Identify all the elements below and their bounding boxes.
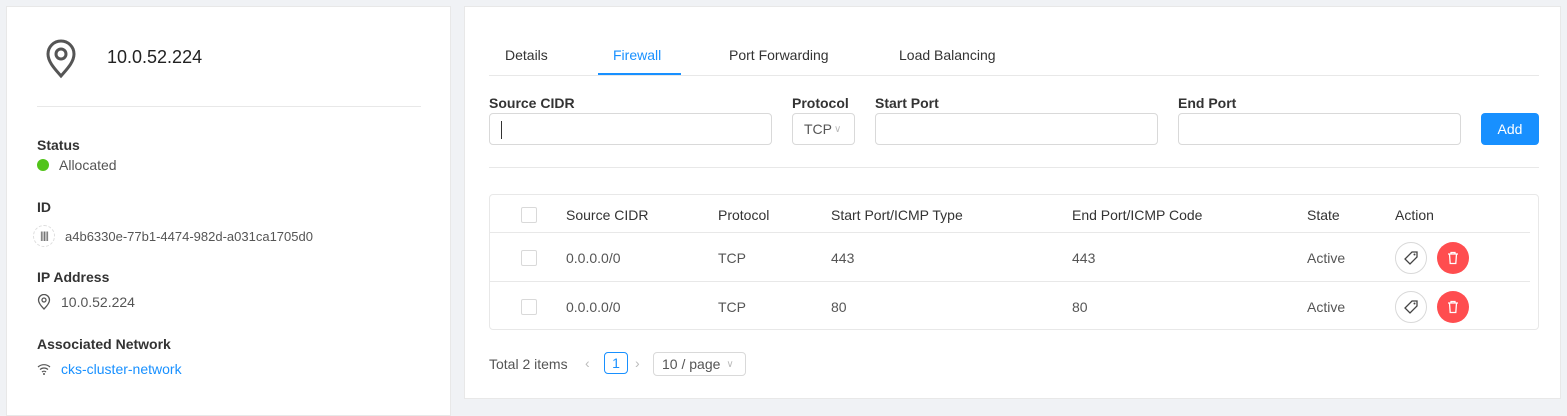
tag-icon bbox=[1404, 300, 1418, 314]
cell-start-port: 443 bbox=[831, 250, 855, 266]
end-port-input[interactable] bbox=[1178, 113, 1461, 145]
status-text: Allocated bbox=[59, 157, 117, 173]
text-cursor bbox=[501, 121, 502, 139]
row-checkbox[interactable] bbox=[521, 299, 537, 315]
trash-icon bbox=[1448, 251, 1458, 265]
protocol-label: Protocol bbox=[792, 95, 849, 111]
ip-address-label: IP Address bbox=[37, 269, 110, 285]
active-tab-indicator bbox=[598, 73, 681, 75]
cell-protocol: TCP bbox=[718, 250, 746, 266]
tab-load-balancing[interactable]: Load Balancing bbox=[899, 47, 996, 63]
edit-tags-button[interactable] bbox=[1395, 291, 1427, 323]
ip-address-value: 10.0.52.224 bbox=[37, 294, 135, 310]
barcode-icon: ||||| bbox=[33, 225, 55, 247]
select-all-checkbox[interactable] bbox=[521, 207, 537, 223]
cell-state: Active bbox=[1307, 299, 1346, 315]
header-protocol: Protocol bbox=[718, 207, 770, 223]
tag-icon bbox=[1404, 251, 1418, 265]
id-value: ||||| a4b6330e-77b1-4474-982d-a031ca1705d… bbox=[33, 225, 313, 247]
next-page-button[interactable]: › bbox=[635, 355, 640, 371]
chevron-down-icon: ∨ bbox=[834, 123, 842, 135]
cell-end-port: 443 bbox=[1072, 250, 1096, 266]
location-pin-icon bbox=[46, 39, 76, 79]
tabs-divider bbox=[489, 75, 1539, 76]
trash-icon bbox=[1448, 300, 1458, 314]
tab-port-forwarding[interactable]: Port Forwarding bbox=[729, 47, 829, 63]
edit-tags-button[interactable] bbox=[1395, 242, 1427, 274]
network-value: cks-cluster-network bbox=[37, 361, 182, 377]
form-divider bbox=[489, 167, 1539, 168]
source-cidr-input[interactable] bbox=[489, 113, 772, 145]
delete-rule-button[interactable] bbox=[1437, 291, 1469, 323]
prev-page-button[interactable]: ‹ bbox=[585, 355, 590, 371]
header-state: State bbox=[1307, 207, 1340, 223]
source-cidr-label: Source CIDR bbox=[489, 95, 575, 111]
network-label: Associated Network bbox=[37, 336, 171, 352]
delete-rule-button[interactable] bbox=[1437, 242, 1469, 274]
page-1-button[interactable]: 1 bbox=[604, 352, 628, 374]
divider bbox=[37, 106, 421, 107]
pagination-total: Total 2 items bbox=[489, 356, 568, 372]
cell-end-port: 80 bbox=[1072, 299, 1088, 315]
add-button[interactable]: Add bbox=[1481, 113, 1539, 145]
firewall-table: Source CIDR Protocol Start Port/ICMP Typ… bbox=[489, 194, 1539, 330]
firewall-card: Details Firewall Port Forwarding Load Ba… bbox=[464, 6, 1561, 399]
cell-state: Active bbox=[1307, 250, 1346, 266]
page-size-select[interactable]: 10 / page ∨ bbox=[653, 352, 746, 376]
id-label: ID bbox=[37, 199, 51, 215]
status-label: Status bbox=[37, 137, 80, 153]
chevron-down-icon: ∨ bbox=[726, 358, 734, 370]
row-divider bbox=[490, 232, 1530, 233]
cell-source-cidr: 0.0.0.0/0 bbox=[566, 299, 621, 315]
network-link[interactable]: cks-cluster-network bbox=[61, 361, 182, 377]
header-source-cidr: Source CIDR bbox=[566, 207, 649, 223]
header-end-port: End Port/ICMP Code bbox=[1072, 207, 1203, 223]
status-dot-icon bbox=[37, 159, 49, 171]
header-start-port: Start Port/ICMP Type bbox=[831, 207, 963, 223]
row-divider bbox=[490, 281, 1530, 282]
cell-protocol: TCP bbox=[718, 299, 746, 315]
tab-details[interactable]: Details bbox=[505, 47, 548, 63]
end-port-label: End Port bbox=[1178, 95, 1237, 111]
cell-start-port: 80 bbox=[831, 299, 847, 315]
start-port-label: Start Port bbox=[875, 95, 939, 111]
cell-source-cidr: 0.0.0.0/0 bbox=[566, 250, 621, 266]
wifi-icon bbox=[37, 364, 51, 375]
status-value: Allocated bbox=[37, 157, 117, 173]
header-action: Action bbox=[1395, 207, 1434, 223]
ip-details-card: 10.0.52.224 Status Allocated ID ||||| a4b… bbox=[6, 6, 451, 416]
row-checkbox[interactable] bbox=[521, 250, 537, 266]
protocol-select[interactable]: TCP ∨ bbox=[792, 113, 855, 145]
ip-title: 10.0.52.224 bbox=[107, 47, 203, 67]
tab-firewall[interactable]: Firewall bbox=[613, 47, 662, 63]
location-pin-icon bbox=[37, 294, 51, 310]
start-port-input[interactable] bbox=[875, 113, 1158, 145]
